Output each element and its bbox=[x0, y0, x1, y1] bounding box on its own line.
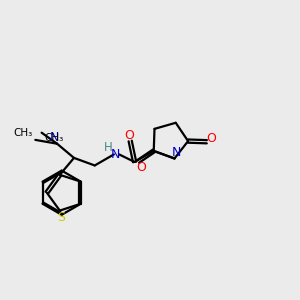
Text: O: O bbox=[136, 161, 146, 174]
Text: H: H bbox=[104, 141, 113, 154]
Text: N: N bbox=[50, 131, 59, 144]
Text: CH₃: CH₃ bbox=[45, 134, 64, 143]
Text: N: N bbox=[171, 146, 181, 158]
Text: O: O bbox=[206, 132, 216, 145]
Text: CH₃: CH₃ bbox=[13, 128, 32, 138]
Text: O: O bbox=[124, 129, 134, 142]
Text: N: N bbox=[111, 148, 120, 161]
Text: S: S bbox=[57, 211, 65, 224]
